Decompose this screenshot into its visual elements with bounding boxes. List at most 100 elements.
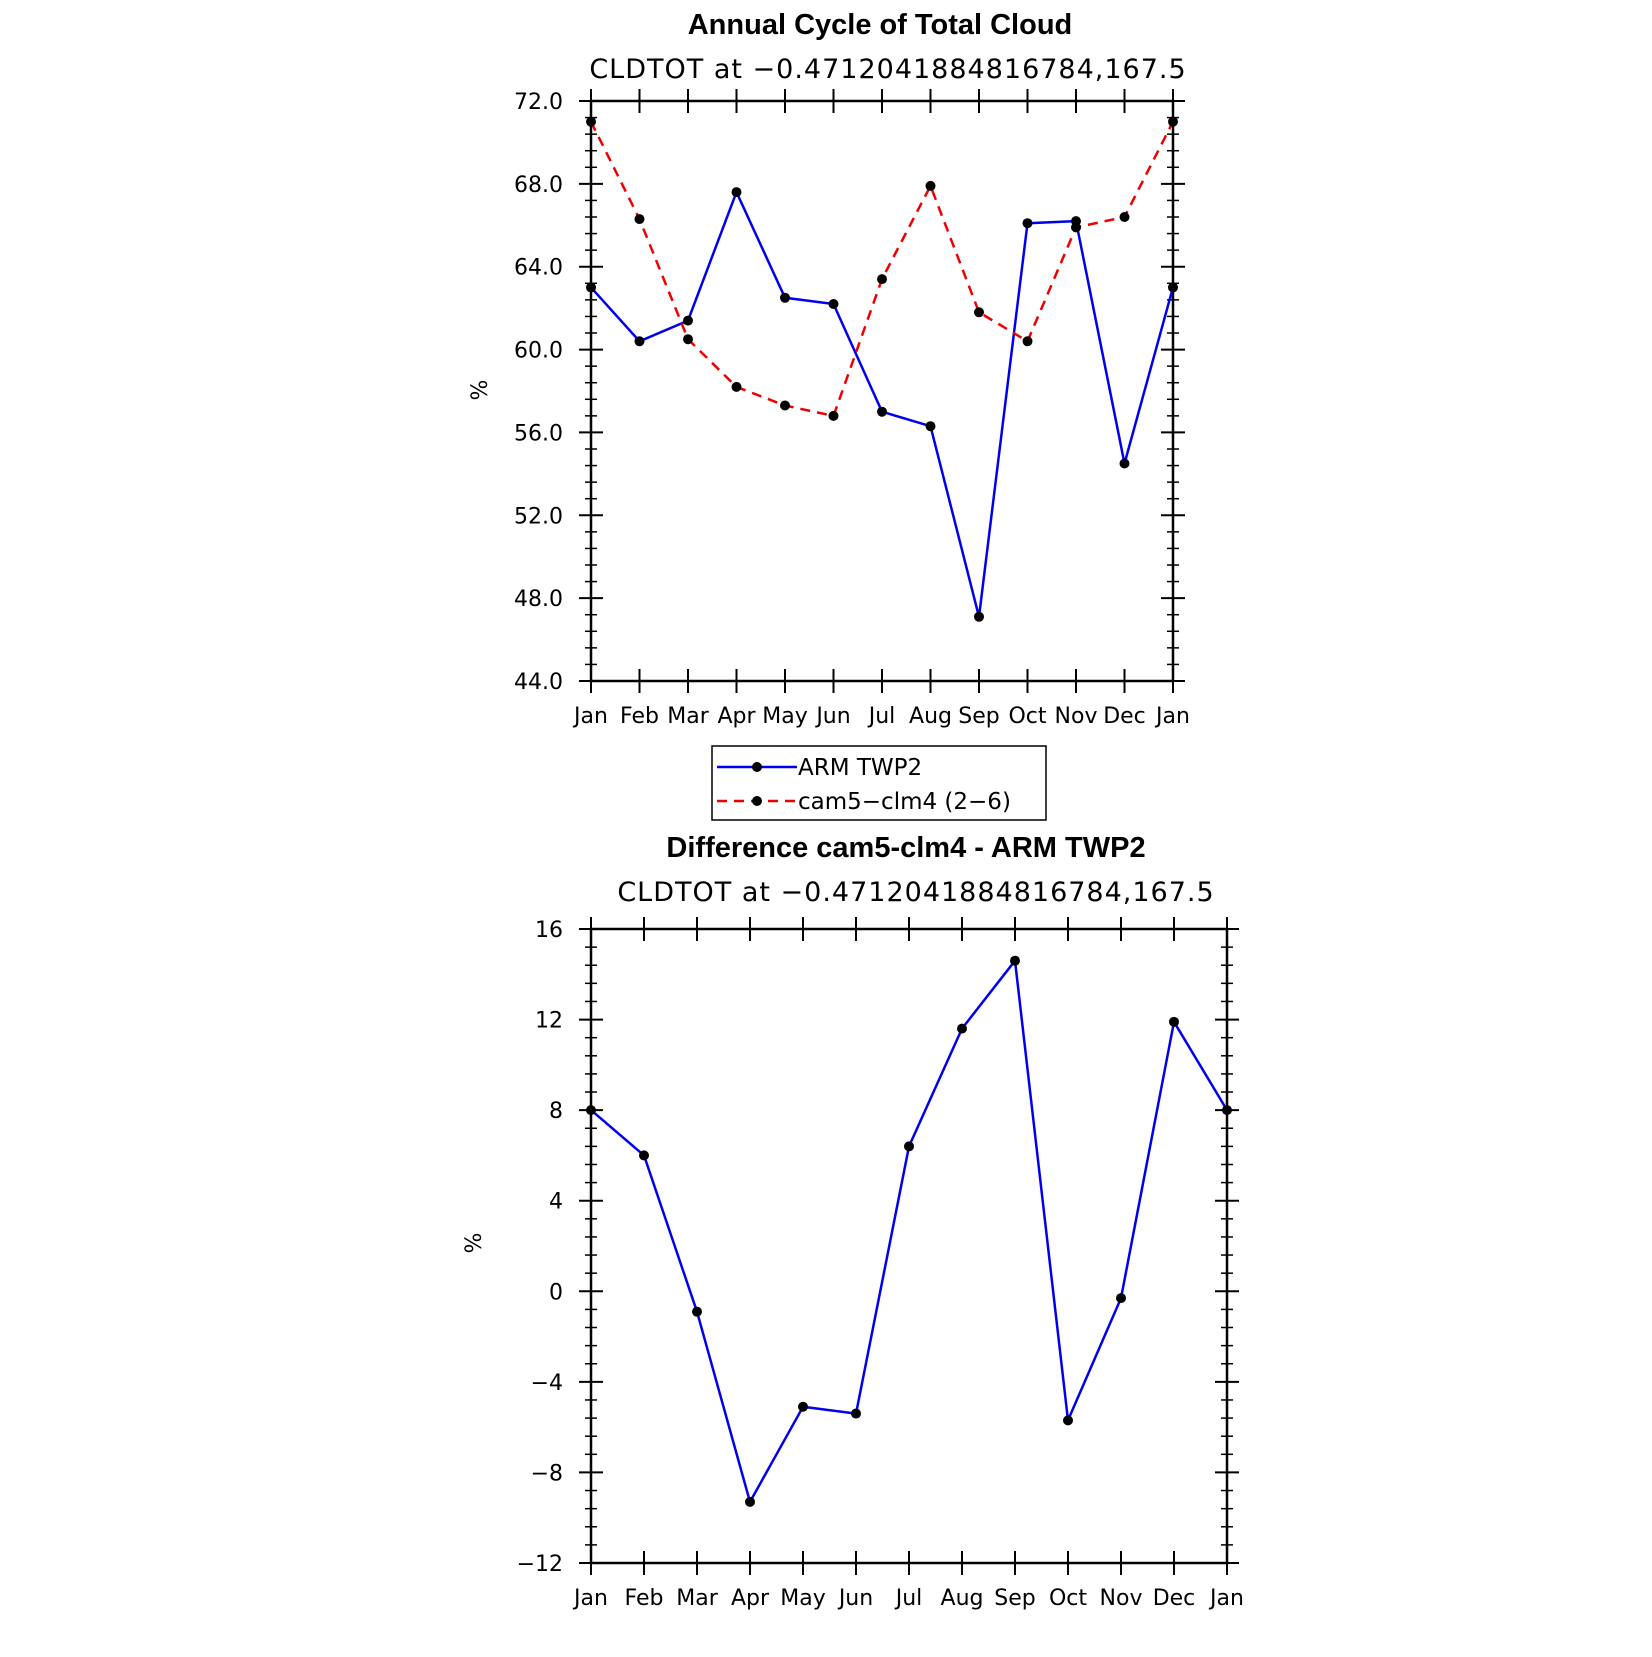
chart2-x-tick-label: Sep — [994, 1586, 1035, 1611]
chart1-series-1-point — [780, 292, 790, 303]
chart1-title: Annual Cycle of Total Cloud — [688, 9, 1073, 41]
chart2-series — [586, 955, 1232, 1507]
chart2-x-tick-label: Aug — [941, 1586, 984, 1611]
chart2-axes: Jan Feb Mar Apr May Jun Jul Aug Sep Oct Nov Dec Jan−… — [517, 917, 1244, 1611]
chart1-series-1-point — [731, 187, 742, 198]
legend-label-arm: ARM TWP2 — [798, 755, 922, 781]
chart2-series-1-point — [957, 1023, 967, 1034]
chart2-series-1-point — [1010, 955, 1020, 966]
legend-marker-cam5 — [752, 796, 762, 806]
chart1-series-2-point — [925, 180, 936, 191]
chart2-subtitle: CLDTOT at −0.4712041884816784,167.5 — [617, 877, 1214, 908]
chart1-series-2-point — [683, 334, 693, 345]
chart1-y-tick-label: 48.0 — [514, 587, 563, 612]
legend-marker-arm — [752, 762, 762, 772]
chart1-x-tick-label: Mar — [667, 704, 709, 729]
chart1-y-axis-label: % — [468, 380, 493, 401]
chart2-series-1-point — [639, 1150, 649, 1161]
chart1-x-tick-label: Feb — [620, 704, 659, 729]
chart1-y-tick-label: 56.0 — [514, 421, 563, 446]
chart2-series-1-point — [851, 1408, 861, 1419]
chart1-series-2-point — [974, 307, 984, 318]
chart1-series-1-point — [974, 611, 984, 622]
chart1-series-1-point — [877, 406, 887, 417]
chart-annual-cycle: Annual Cycle of Total Cloud CLDTOT at −0… — [468, 9, 1190, 729]
chart2-x-tick-label: Dec — [1153, 1586, 1196, 1611]
chart1-x-tick-label: Dec — [1103, 704, 1146, 729]
chart2-series-1-point — [1222, 1105, 1232, 1116]
chart2-x-tick-label: Oct — [1049, 1586, 1087, 1611]
chart2-series-1-line — [590, 959, 1229, 1504]
chart1-x-tick-label: May — [762, 704, 807, 729]
chart1-series-2-point — [877, 274, 887, 285]
chart1-y-tick-label: 60.0 — [514, 339, 563, 364]
chart1-x-tick-label: Oct — [1008, 704, 1046, 729]
chart2-x-tick-label: May — [780, 1586, 825, 1611]
chart1-y-tick-label: 52.0 — [514, 504, 563, 529]
chart2-series-1-point — [1169, 1016, 1179, 1027]
chart1-series-1-point — [634, 336, 645, 347]
chart2-series-1-point — [586, 1105, 596, 1116]
chart1-y-tick-label: 68.0 — [514, 173, 563, 198]
chart1-series-2-point — [586, 116, 596, 127]
chart1-series-2-point — [731, 381, 742, 392]
chart1-x-tick-label: Nov — [1055, 704, 1098, 729]
chart1-series-2-point — [1119, 212, 1130, 222]
legend-label-cam5: cam5−clm4 (2−6) — [798, 789, 1011, 815]
chart1-series-1-line — [590, 190, 1175, 619]
chart1-x-tick-label: Sep — [958, 704, 999, 729]
chart1-plot-frame — [589, 99, 1175, 683]
chart2-y-tick-label: 12 — [535, 1009, 563, 1034]
chart2-y-tick-label: 0 — [549, 1280, 563, 1305]
chart1-series-1-point — [1168, 282, 1178, 293]
chart1-y-tick-label: 72.0 — [514, 90, 563, 115]
chart-difference: Difference cam5-clm4 - ARM TWP2 CLDTOT a… — [462, 832, 1244, 1611]
chart2-x-tick-label: Jan — [572, 1586, 608, 1611]
chart1-axes: Jan Feb Mar Apr May Jun Jul Aug Sep Oct Nov Dec Jan 4… — [514, 89, 1190, 729]
chart2-y-tick-label: 16 — [535, 918, 563, 943]
chart1-series-2-point — [828, 410, 839, 421]
chart1-series-2-point — [780, 400, 790, 411]
chart2-series-1-point — [904, 1141, 914, 1152]
chart2-series-1-point — [745, 1496, 755, 1507]
chart2-y-tick-label: 4 — [549, 1190, 563, 1215]
chart2-x-tick-label: Mar — [676, 1586, 718, 1611]
chart1-x-tick-label: Apr — [717, 704, 756, 729]
chart2-y-axis-label: % — [462, 1233, 487, 1254]
chart2-x-tick-label: Jul — [894, 1586, 923, 1611]
chart2-series-1-point — [1063, 1415, 1073, 1426]
legend-box — [711, 745, 1047, 821]
chart1-x-tick-label: Jan — [1154, 704, 1190, 729]
chart1-series-2-point — [1022, 336, 1033, 347]
chart1-series-2-point — [634, 214, 645, 225]
chart1-x-tick-label: Jan — [572, 704, 608, 729]
chart2-series-1-point — [692, 1306, 702, 1317]
chart1-series-1-point — [1119, 458, 1130, 469]
chart2-y-tick-label: −8 — [531, 1461, 563, 1486]
chart2-y-tick-label: −12 — [517, 1552, 563, 1577]
chart1-series-1-point — [925, 421, 936, 432]
chart1-series-1-point — [828, 299, 839, 309]
chart1-y-tick-label: 44.0 — [514, 670, 563, 695]
chart1-subtitle: CLDTOT at −0.4712041884816784,167.5 — [589, 54, 1186, 85]
chart1-x-tick-label: Aug — [909, 704, 952, 729]
chart2-y-tick-label: −4 — [531, 1371, 563, 1396]
chart2-title: Difference cam5-clm4 - ARM TWP2 — [666, 832, 1145, 864]
chart1-series-2-point — [1168, 116, 1178, 127]
chart2-series-1-point — [1116, 1293, 1126, 1304]
chart2-series-1-point — [798, 1401, 808, 1412]
chart2-x-tick-label: Jan — [1208, 1586, 1244, 1611]
chart1-series-1-point — [683, 315, 693, 326]
chart1-x-tick-label: Jun — [814, 704, 850, 729]
chart2-x-tick-label: Jun — [837, 1586, 873, 1611]
chart1-series — [586, 116, 1178, 622]
chart2-y-tick-label: 8 — [549, 1099, 563, 1124]
chart1-series-1-point — [586, 282, 596, 293]
chart2-x-tick-label: Nov — [1100, 1586, 1143, 1611]
chart2-x-tick-label: Feb — [625, 1586, 664, 1611]
chart2-x-tick-label: Apr — [731, 1586, 770, 1611]
chart1-series-1-point — [1022, 218, 1033, 229]
chart1-y-tick-label: 64.0 — [514, 256, 563, 281]
